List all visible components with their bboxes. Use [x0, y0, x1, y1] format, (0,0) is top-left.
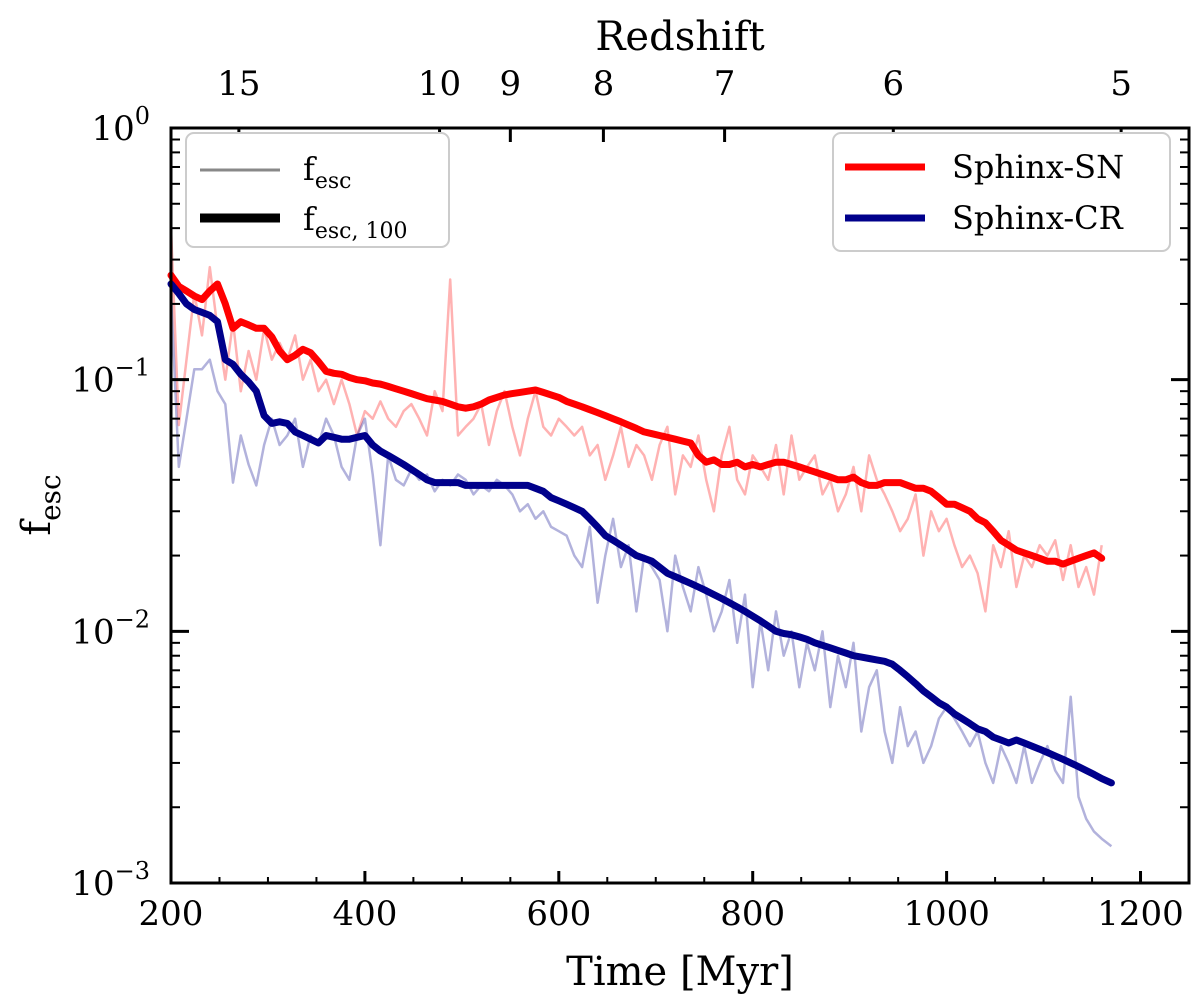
x-axis-label: Time [Myr] [566, 949, 794, 995]
redshift-tick-label: 5 [1110, 64, 1132, 104]
sphinx-cr-raw-line [169, 293, 1113, 848]
y-tick-label: 10−3 [71, 857, 150, 904]
x-tick-label: 800 [720, 894, 785, 934]
y-axis-label: fesc [14, 474, 67, 535]
legend-sphinx-cr: Sphinx-CR [952, 199, 1124, 237]
y-axis-label-main: f [14, 518, 60, 536]
top-axis-label: Redshift [595, 14, 764, 60]
line-style-legend: fesc fesc, 100 [185, 132, 450, 248]
series-legend: Sphinx-SN Sphinx-CR [832, 132, 1171, 252]
y-tick-label: 10−1 [71, 354, 150, 401]
y-tick-label: 100 [91, 102, 150, 149]
redshift-tick-label: 6 [882, 64, 904, 104]
sphinx-sn-raw-line [169, 228, 1103, 613]
x-tick-label: 1200 [1097, 894, 1184, 934]
legend-sphinx-sn: Sphinx-SN [952, 148, 1124, 186]
redshift-tick-label: 15 [217, 64, 260, 104]
y-axis-label-sub: esc [34, 474, 67, 521]
redshift-tick-label: 8 [593, 64, 615, 104]
x-tick-label: 200 [139, 894, 204, 934]
redshift-tick-label: 10 [418, 64, 461, 104]
x-tick-label: 1000 [903, 894, 990, 934]
raw-series-layer [169, 228, 1113, 848]
smoothed-series-layer [167, 271, 1115, 787]
y-tick-label: 10−2 [71, 605, 150, 652]
sphinx-sn-smoothed-line [167, 271, 1106, 568]
redshift-tick-label: 9 [500, 64, 522, 104]
x-tick-label: 400 [332, 894, 397, 934]
legend-fesc100: fesc, 100 [303, 200, 407, 244]
legend-fesc: fesc [303, 150, 351, 194]
sphinx-cr-smoothed-line [167, 280, 1115, 787]
redshift-tick-label: 7 [714, 64, 736, 104]
x-tick-label: 600 [526, 894, 591, 934]
plot-frame [169, 126, 1191, 885]
